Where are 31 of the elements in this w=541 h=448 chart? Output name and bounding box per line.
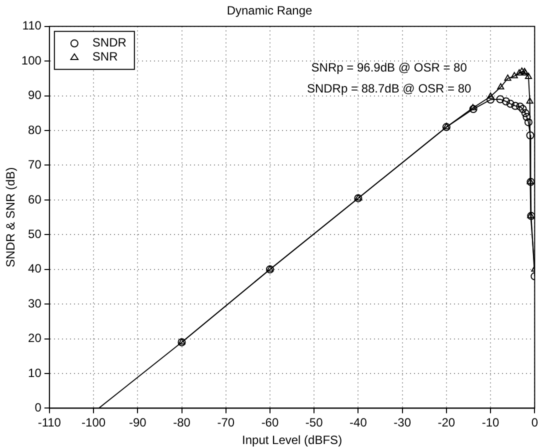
legend-label: SNR	[92, 50, 118, 64]
x-tick-label: -10	[482, 416, 500, 430]
chart-title: Dynamic Range	[226, 4, 313, 18]
x-tick-label: -80	[173, 416, 191, 430]
y-tick-label: 30	[28, 296, 42, 310]
annotation: SNDRp = 88.7dB @ OSR = 80	[306, 82, 472, 96]
y-tick-label: 40	[28, 262, 42, 276]
y-tick-label: 100	[21, 53, 42, 68]
annotation: SNRp = 96.9dB @ OSR = 80	[311, 60, 468, 75]
legend-label: SNDR	[92, 36, 127, 50]
x-tick-label: -100	[82, 416, 106, 430]
x-tick-label: -110	[38, 416, 62, 430]
y-tick-label: 60	[28, 192, 42, 206]
y-tick-label: 50	[28, 226, 42, 241]
y-axis-title: SNDR & SNR (dB)	[4, 167, 18, 268]
x-tick-label: -70	[217, 416, 235, 430]
x-tick-label: -90	[128, 416, 147, 430]
y-tick-label: 110	[22, 18, 42, 33]
x-tick-label: 0	[531, 416, 538, 430]
x-tick-label: -50	[305, 416, 324, 430]
y-tick-label: 20	[28, 331, 42, 346]
y-tick-label: 10	[28, 366, 42, 380]
y-tick-label: 80	[28, 122, 42, 137]
y-tick-label: 90	[28, 88, 42, 102]
x-tick-label: -20	[438, 416, 456, 430]
x-tick-label: -60	[261, 416, 279, 430]
y-tick-label: 70	[28, 158, 42, 172]
x-tick-label: -40	[350, 416, 368, 430]
x-axis-title: Input Level (dBFS)	[242, 433, 342, 448]
y-tick-label: 0	[34, 400, 42, 415]
x-tick-label: -30	[394, 416, 412, 430]
